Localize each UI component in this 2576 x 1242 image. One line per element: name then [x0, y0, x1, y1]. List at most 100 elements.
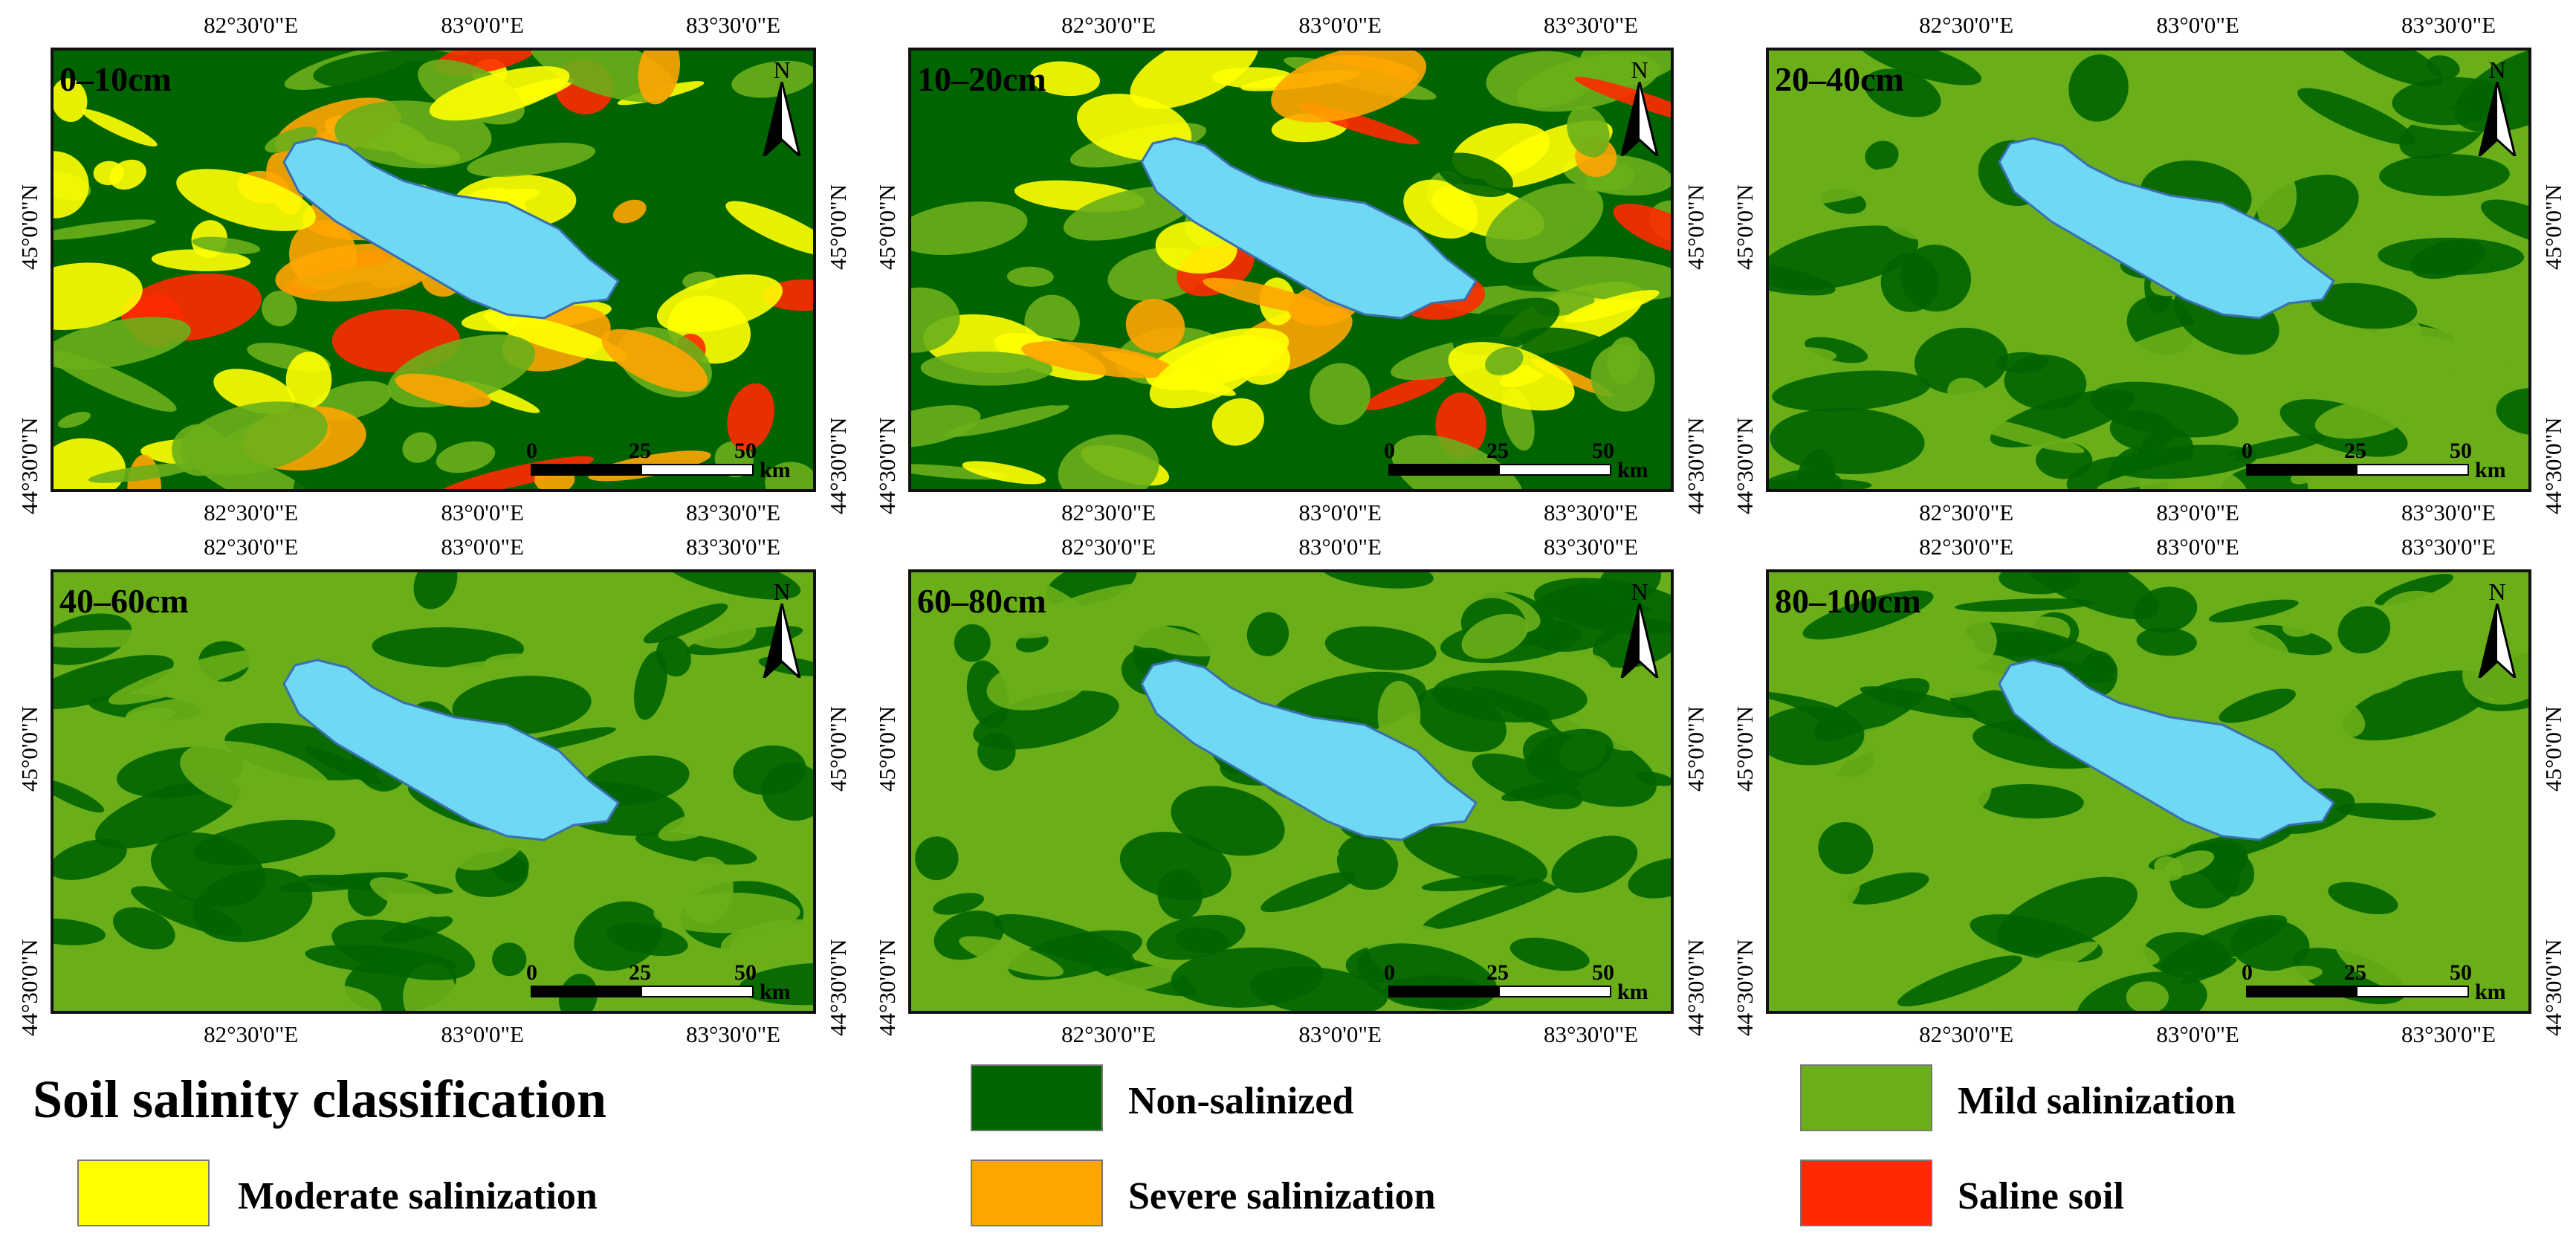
- scale-bar-graphic: [1388, 464, 1611, 476]
- lat-tick-right: 45°0'0"N: [825, 706, 851, 792]
- salinity-patch: [2256, 169, 2297, 231]
- salinity-patch: [2248, 624, 2332, 656]
- legend-swatch-moderate-salinization: [77, 1159, 210, 1226]
- salinity-patch: [1005, 572, 1042, 610]
- scale-bar-graphic: [1388, 986, 1611, 997]
- salinity-patch: [2433, 818, 2528, 873]
- salinity-patch: [574, 901, 663, 971]
- salinity-patch: [2109, 410, 2175, 450]
- salinity-patch: [1324, 626, 1437, 670]
- salinity-patch: [2282, 612, 2321, 637]
- salinity-patch: [429, 66, 570, 121]
- salinity-patch: [1978, 783, 2084, 819]
- salinity-patch: [986, 657, 1090, 711]
- salinity-patch: [1063, 849, 1098, 872]
- salinity-patch: [1509, 937, 1590, 971]
- lat-tick-right: 45°0'0"N: [2540, 184, 2566, 271]
- salinity-patch: [452, 676, 592, 735]
- legend-swatch-mild-salinization: [1800, 1064, 1932, 1131]
- salinity-patch: [1590, 685, 1662, 751]
- salinity-patch: [1769, 259, 1836, 296]
- salinity-patch: [1171, 786, 1285, 856]
- salinity-patch: [2297, 88, 2416, 145]
- salinity-patch: [650, 955, 734, 994]
- salinity-patch: [915, 836, 959, 881]
- scale-max: 50: [2450, 439, 2472, 463]
- salinity-patch: [1251, 459, 1323, 489]
- salinity-patch: [1029, 61, 1100, 97]
- lon-tick-top: 83°30'0"E: [2401, 534, 2496, 560]
- salinity-patch: [180, 741, 334, 816]
- salinity-patch: [1551, 835, 1638, 893]
- north-arrow-icon: [1620, 82, 1659, 156]
- salinity-patch: [1431, 670, 1588, 722]
- salinity-patch: [911, 963, 1024, 989]
- legend-label: Severe salinization: [1128, 1175, 1436, 1217]
- lon-tick-bottom: 83°0'0"E: [441, 499, 524, 525]
- salinity-raster: [911, 572, 1671, 1011]
- salinity-patch: [2219, 688, 2296, 723]
- scale-zero: 0: [1384, 960, 1395, 985]
- salinity-patch: [1146, 914, 1246, 960]
- legend-label: Moderate salinization: [238, 1175, 598, 1217]
- salinity-patch: [2496, 388, 2528, 436]
- salinity-patch: [1362, 375, 1446, 410]
- lon-tick-bottom: 82°30'0"E: [204, 1021, 299, 1047]
- lat-tick-left: 45°0'0"N: [16, 706, 42, 792]
- map-frame: 0–10cm N 0 25 50 km: [51, 48, 816, 492]
- salinity-patch: [1423, 873, 1572, 930]
- lat-tick-right: 45°0'0"N: [2540, 706, 2566, 792]
- salinity-patch: [2314, 399, 2410, 439]
- lon-tick-top: 82°30'0"E: [1919, 534, 2014, 560]
- salinity-patch: [946, 792, 1064, 844]
- salinity-patch: [2336, 803, 2436, 821]
- salinity-patch: [1310, 363, 1370, 425]
- lon-tick-bottom: 83°0'0"E: [441, 1021, 524, 1047]
- salinity-patch: [1377, 681, 1421, 751]
- salinity-patch: [1063, 186, 1196, 241]
- lat-tick-right: 45°0'0"N: [1683, 184, 1709, 271]
- salinity-patch: [612, 199, 647, 224]
- salinity-patch: [1246, 612, 1289, 656]
- salinity-patch: [1276, 850, 1339, 874]
- lake: [1998, 137, 2335, 320]
- salinity-patch: [2149, 657, 2311, 679]
- salinity-patch: [2342, 670, 2495, 741]
- salinity-patch: [992, 913, 1135, 968]
- salinity-patch: [1784, 346, 1837, 362]
- salinity-patch: [2181, 957, 2237, 985]
- lon-tick-bottom: 83°0'0"E: [2156, 1021, 2239, 1047]
- scale-bar: 0 25 50 km: [526, 439, 806, 482]
- salinity-patch: [911, 201, 1028, 256]
- salinity-patch: [762, 279, 813, 311]
- lon-tick-bottom: 82°30'0"E: [1919, 499, 2014, 525]
- salinity-patch: [1818, 822, 1874, 875]
- salinity-raster: [1769, 572, 2528, 1011]
- scale-bar: 0 25 50 km: [1384, 960, 1663, 1004]
- salinity-patch: [476, 979, 528, 1011]
- scale-zero: 0: [2242, 439, 2253, 463]
- scale-zero: 0: [2242, 960, 2253, 985]
- salinity-patch: [1847, 872, 1929, 905]
- scale-bar-graphic: [2246, 464, 2469, 476]
- salinity-patch: [911, 287, 960, 353]
- salinity-patch: [54, 151, 89, 219]
- salinity-patch: [2111, 444, 2258, 479]
- lat-tick-right: 44°30'0"N: [1683, 939, 1709, 1037]
- map-frame: 80–100cm N 0 25 50 km: [1766, 569, 2531, 1014]
- lat-tick-left: 45°0'0"N: [16, 184, 42, 271]
- salinity-patch: [911, 405, 981, 447]
- salinity-patch: [1171, 947, 1324, 1008]
- salinity-raster: [54, 572, 813, 1011]
- salinity-patch: [262, 291, 297, 327]
- scale-bar: 0 25 50 km: [2242, 439, 2521, 482]
- salinity-patch: [1857, 462, 1943, 486]
- salinity-raster: [54, 51, 813, 489]
- salinity-patch: [638, 51, 680, 105]
- lat-tick-left: 45°0'0"N: [874, 706, 900, 792]
- salinity-raster: [1769, 51, 2528, 489]
- lat-tick-right: 44°30'0"N: [825, 417, 851, 515]
- salinity-patch: [1877, 198, 1938, 240]
- salinity-patch: [1953, 414, 2085, 453]
- salinity-patch: [95, 779, 241, 849]
